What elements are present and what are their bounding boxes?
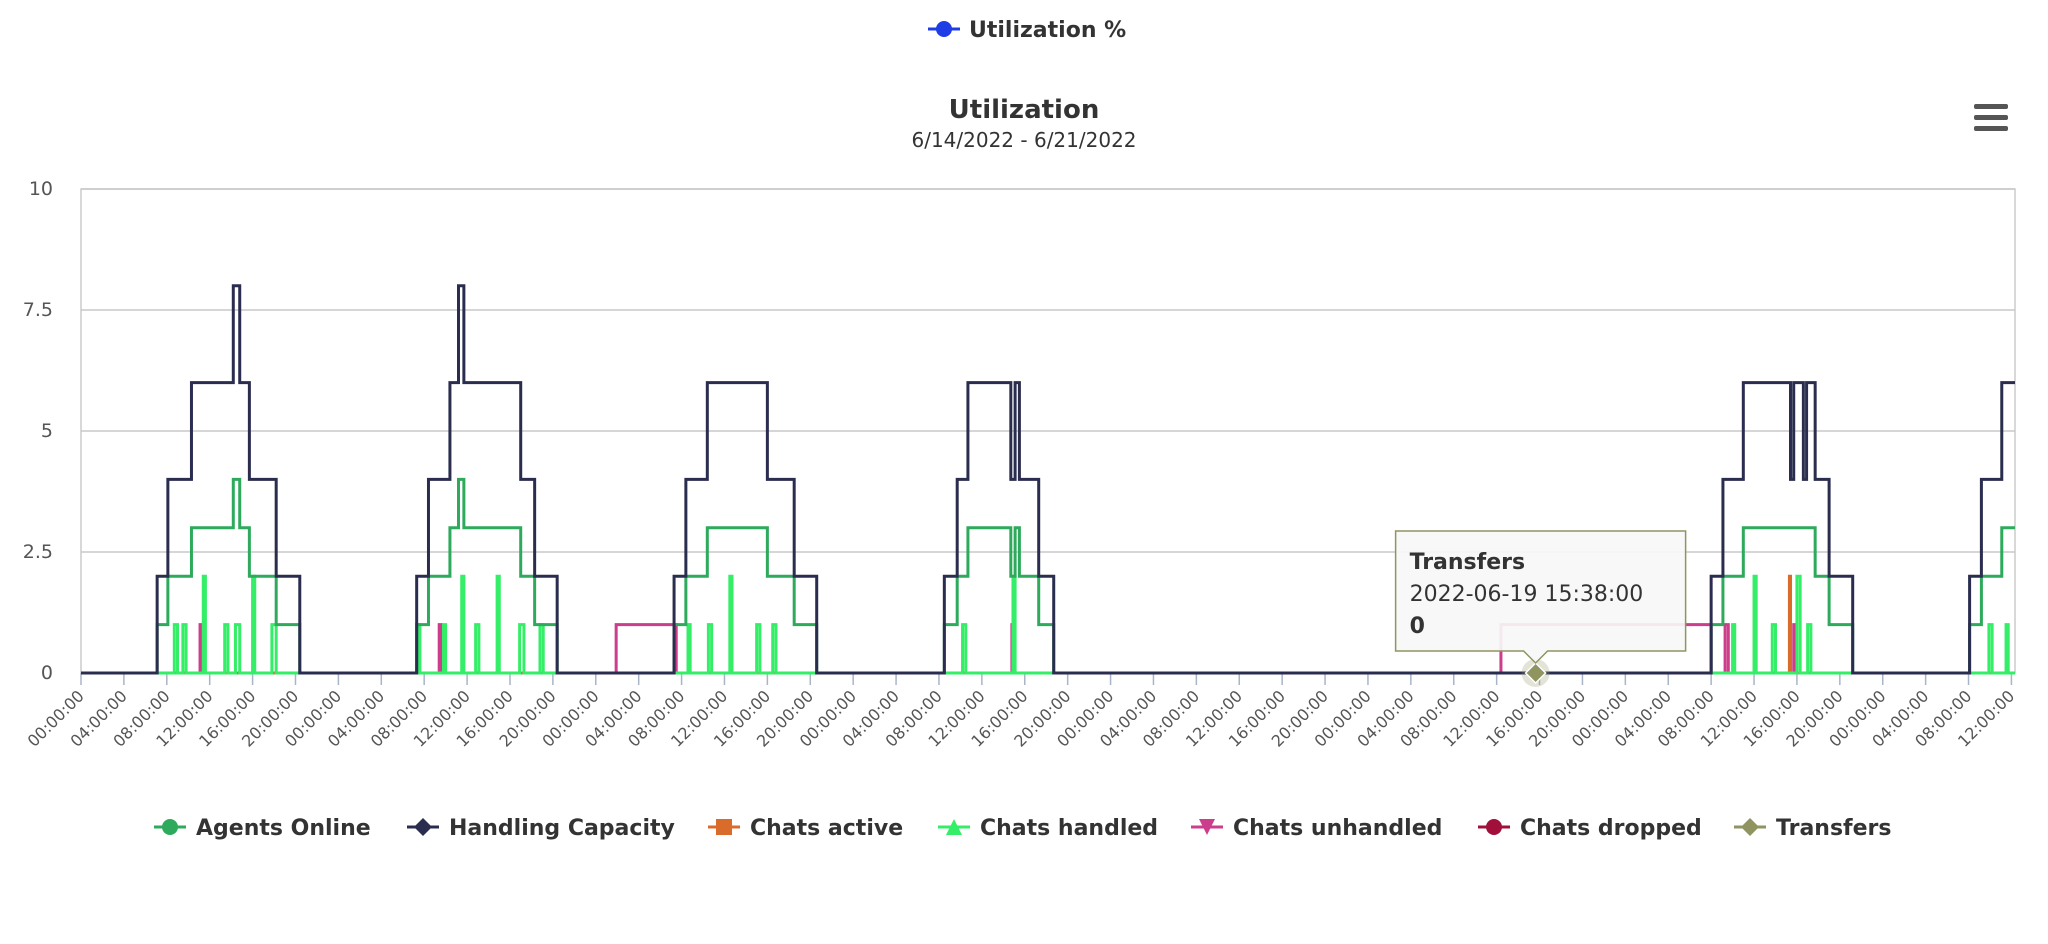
y-tick-label: 2.5 — [23, 541, 53, 563]
legend-label: Chats unhandled — [1233, 816, 1442, 841]
tooltip-series: Transfers — [1410, 550, 1525, 575]
legend-marker — [716, 819, 732, 835]
chart-title: Utilization — [949, 95, 1100, 125]
tooltip-box — [1394, 530, 1687, 665]
legend-marker — [162, 819, 178, 835]
series-line — [81, 284, 2015, 675]
legend-item[interactable]: Transfers — [1734, 816, 1891, 841]
legend-label[interactable]: Utilization % — [969, 18, 1126, 43]
legend-label: Chats dropped — [1520, 816, 1702, 841]
menu-button[interactable] — [1974, 104, 2008, 131]
legend-item[interactable]: Chats unhandled — [1191, 816, 1442, 841]
legend-marker — [936, 21, 952, 37]
tooltip-x: 2022-06-19 15:38:00 — [1410, 582, 1644, 607]
tooltip-value: 0 — [1410, 614, 1425, 639]
y-tick-label: 10 — [29, 178, 53, 200]
legend-marker — [946, 819, 962, 835]
legend-marker — [1741, 818, 1759, 836]
legend-label: Transfers — [1776, 816, 1891, 841]
legend-label: Chats active — [750, 816, 903, 841]
y-tick-label: 7.5 — [23, 299, 53, 321]
legend-marker — [1199, 819, 1215, 835]
legend-marker — [414, 818, 432, 836]
legend-label: Handling Capacity — [449, 816, 675, 841]
y-tick-label: 0 — [41, 662, 53, 684]
chart-subtitle: 6/14/2022 - 6/21/2022 — [911, 128, 1136, 152]
series-line — [81, 623, 2015, 675]
legend-item[interactable]: Agents Online — [154, 816, 371, 841]
y-tick-label: 5 — [41, 420, 53, 442]
legend-label: Chats handled — [980, 816, 1158, 841]
legend-item[interactable]: Chats active — [708, 816, 903, 841]
legend-item[interactable]: Chats dropped — [1478, 816, 1702, 841]
legend-label: Agents Online — [196, 816, 371, 841]
series-line — [81, 477, 2015, 675]
legend-item[interactable]: Chats handled — [938, 816, 1158, 841]
legend-marker — [1486, 819, 1502, 835]
legend-item[interactable]: Handling Capacity — [407, 816, 675, 841]
hover-point — [1524, 661, 1547, 685]
